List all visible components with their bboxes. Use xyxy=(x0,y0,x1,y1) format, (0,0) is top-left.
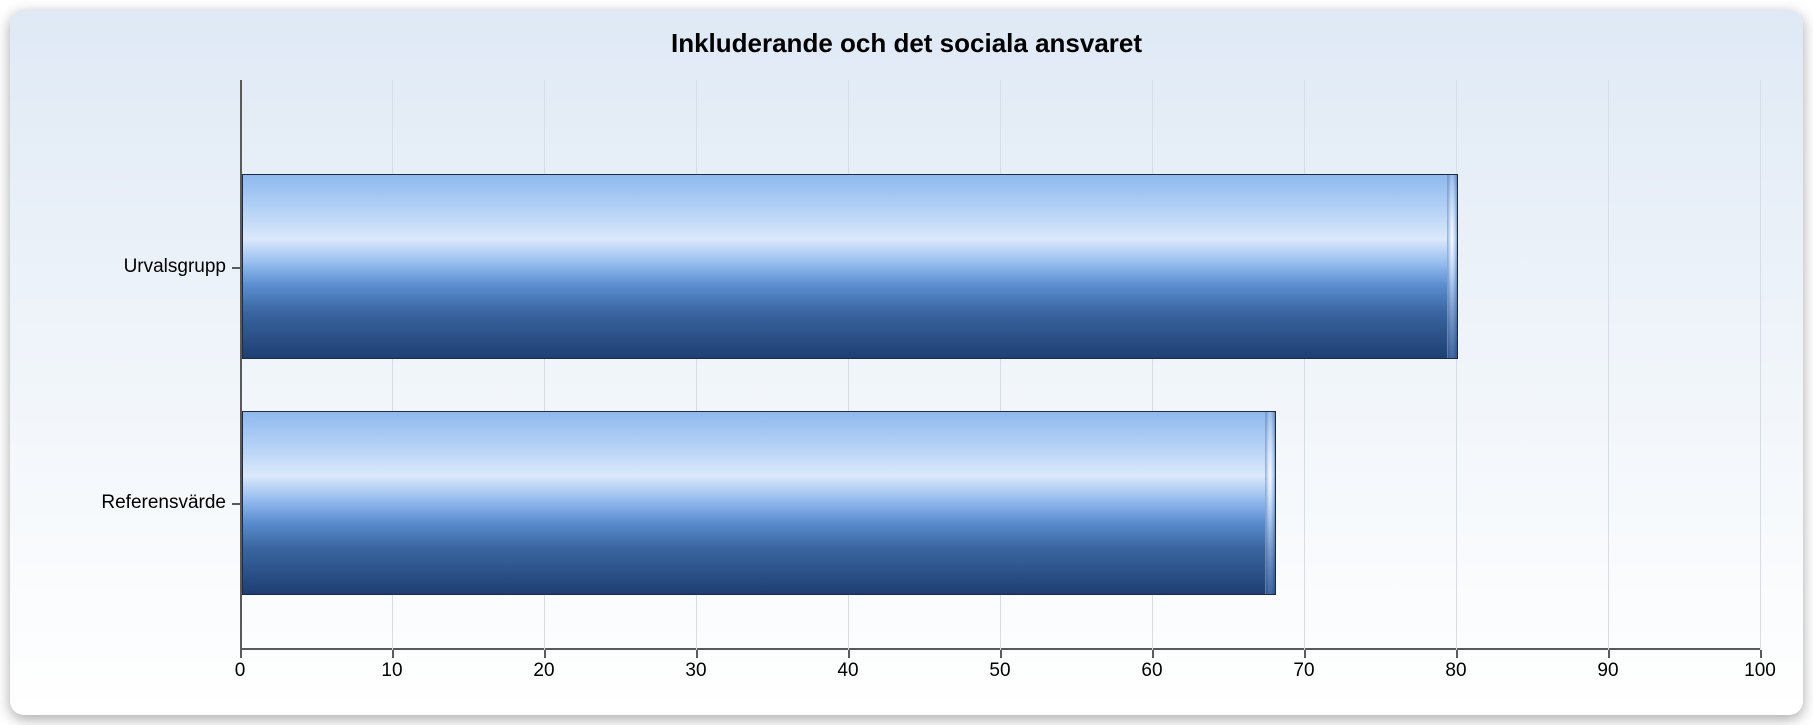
x-tick-label: 70 xyxy=(1293,660,1314,682)
bar-end-cap xyxy=(1447,174,1458,359)
y-tick-label: Urvalsgrupp xyxy=(124,256,226,278)
y-tick-label: Referensvärde xyxy=(101,492,226,514)
gridline-v xyxy=(1304,80,1305,650)
y-tick xyxy=(232,503,240,505)
plot-area: 0102030405060708090100UrvalsgruppReferen… xyxy=(240,80,1760,650)
x-tick-label: 20 xyxy=(533,660,554,682)
gridline-v xyxy=(1760,80,1761,650)
x-tick-label: 0 xyxy=(235,660,246,682)
x-tick xyxy=(696,650,698,658)
x-tick-label: 50 xyxy=(989,660,1010,682)
x-tick xyxy=(848,650,850,658)
x-tick xyxy=(1000,650,1002,658)
x-tick xyxy=(1152,650,1154,658)
x-tick xyxy=(1304,650,1306,658)
x-tick-label: 40 xyxy=(837,660,858,682)
x-tick-label: 90 xyxy=(1597,660,1618,682)
bar xyxy=(242,174,1458,359)
y-tick xyxy=(232,267,240,269)
x-tick-label: 10 xyxy=(381,660,402,682)
x-tick xyxy=(1456,650,1458,658)
chart-card: Inkluderande och det sociala ansvaret 01… xyxy=(10,10,1803,715)
chart-title: Inkluderande och det sociala ansvaret xyxy=(10,28,1803,59)
x-tick-label: 100 xyxy=(1744,660,1776,682)
gridline-v xyxy=(1608,80,1609,650)
x-tick-label: 60 xyxy=(1141,660,1162,682)
bar xyxy=(242,411,1276,596)
x-tick xyxy=(1760,650,1762,658)
x-tick xyxy=(392,650,394,658)
gridline-v xyxy=(1456,80,1457,650)
x-tick xyxy=(1608,650,1610,658)
x-tick-label: 80 xyxy=(1445,660,1466,682)
bar-end-cap xyxy=(1265,411,1276,596)
x-tick-label: 30 xyxy=(685,660,706,682)
x-tick xyxy=(240,650,242,658)
x-tick xyxy=(544,650,546,658)
